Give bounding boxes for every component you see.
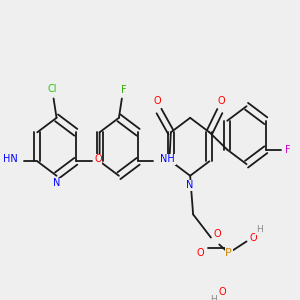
Text: N: N	[53, 178, 60, 188]
Text: HN: HN	[3, 154, 18, 164]
Text: Cl: Cl	[47, 84, 57, 94]
Text: P: P	[225, 248, 232, 258]
Text: F: F	[121, 85, 126, 95]
Text: O: O	[218, 96, 225, 106]
Text: N: N	[187, 180, 194, 190]
Text: H: H	[256, 225, 262, 234]
Text: O: O	[219, 286, 226, 297]
Text: H: H	[211, 295, 217, 300]
Text: O: O	[213, 229, 221, 239]
Text: F: F	[285, 145, 291, 155]
Text: O: O	[249, 232, 257, 243]
Text: O: O	[154, 96, 161, 106]
Text: NH: NH	[160, 154, 175, 164]
Text: O: O	[94, 154, 102, 164]
Text: O: O	[197, 248, 204, 258]
